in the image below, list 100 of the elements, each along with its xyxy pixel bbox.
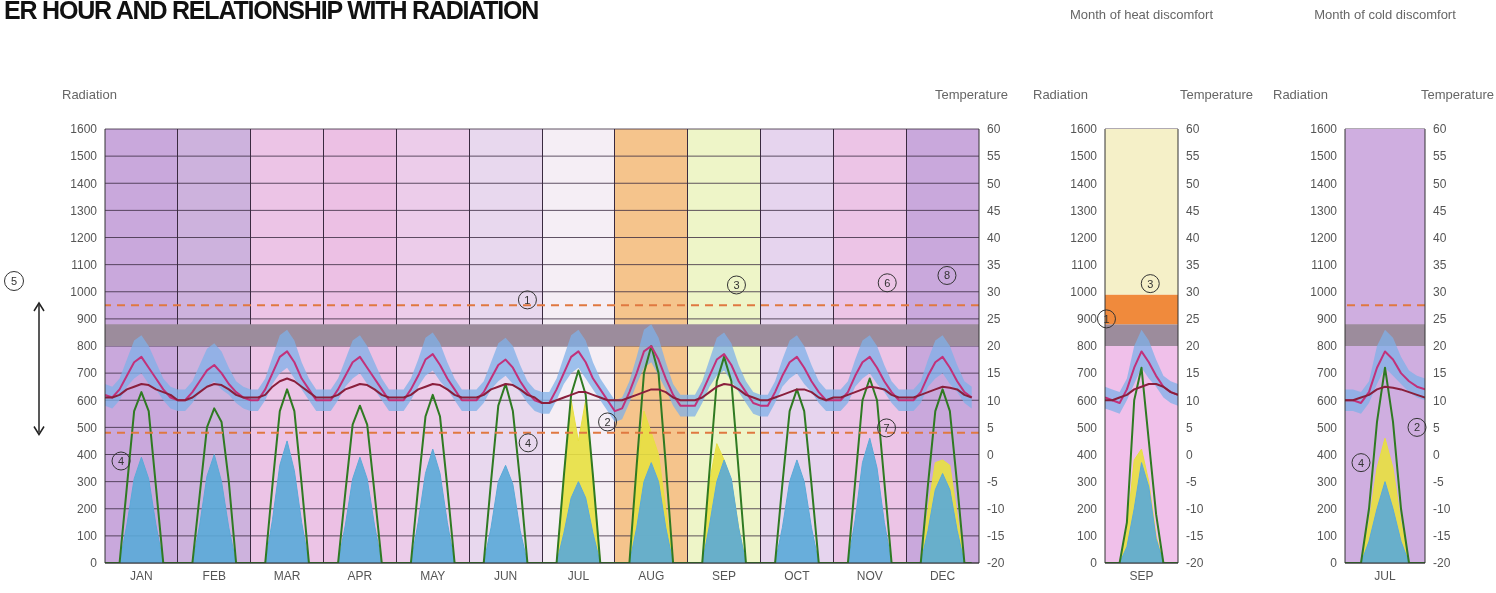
y2-tick-label: 0 [1186,447,1193,462]
y2-tick-label: 45 [1433,203,1447,218]
y-tick-label: 1600 [1070,122,1098,137]
y2-tick-label: 45 [1186,203,1200,218]
y2-tick-label: -5 [1433,474,1444,489]
y2-tick-label: 50 [987,176,1001,191]
y2-tick-label: 40 [1433,230,1447,245]
x-tick-label: NOV [856,568,883,583]
y2-tick-label: 15 [1186,366,1200,381]
y-tick-label: 800 [1076,339,1098,354]
y2-tick-label: 60 [1433,122,1447,137]
y2-tick-label: -5 [987,474,998,489]
y2-tick-label: 50 [1186,176,1200,191]
y2-tick-label: 60 [987,122,1001,137]
x-tick-label: FEB [202,568,226,583]
y-tick-label: 700 [76,366,98,381]
y2-tick-label: 30 [987,285,1001,300]
x-tick-label: SEP [712,568,737,583]
annotation: 4 [1357,456,1365,469]
x-tick-label: OCT [784,568,811,583]
y2-tick-label: 55 [1186,149,1200,164]
annotation: 1 [1103,312,1110,325]
y2-tick-label: 55 [1433,149,1447,164]
y2-tick-label: 40 [987,230,1001,245]
y2-tick-label: -5 [1186,474,1197,489]
y-tick-label: 0 [1330,556,1338,571]
y2-tick-label: 0 [1433,447,1440,462]
y-tick-label: 400 [76,447,98,462]
y2-tick-label: 45 [987,203,1001,218]
y-tick-label: 100 [1076,529,1098,544]
y2-tick-label: 25 [1433,312,1447,327]
annotation: 7 [883,421,890,434]
y2-tick-label: -10 [1433,502,1451,517]
x-tick-label: SEP [1129,568,1154,583]
y-tick-label: 1100 [71,257,98,272]
y2-tick-label: -10 [1186,502,1204,517]
y2-tick-label: 40 [1186,230,1200,245]
chart-title: ER HOUR AND RELATIONSHIP WITH RADIATION [4,0,539,25]
y-tick-label: 1500 [70,149,98,164]
annotation: 4 [117,454,125,467]
x-tick-label: AUG [638,568,665,583]
y2-tick-label: -20 [987,556,1005,571]
y-tick-label: 200 [76,502,98,517]
y-tick-label: 1400 [70,176,98,191]
y2-tick-label: 35 [987,257,1001,272]
y-tick-label: 800 [1316,339,1338,354]
y2-axis-title: Temperature [1421,87,1494,102]
y-tick-label: 900 [1316,312,1338,327]
y-tick-label: 100 [1316,529,1338,544]
y-tick-label: 600 [1076,393,1098,408]
y2-tick-label: 15 [987,366,1001,381]
x-tick-label: MAR [273,568,301,583]
y2-tick-label: -15 [1433,529,1451,544]
y-tick-label: 300 [1316,474,1338,489]
y-tick-label: 100 [76,529,98,544]
y2-tick-label: 15 [1433,366,1447,381]
x-tick-label: JUL [567,568,590,583]
y-tick-label: 600 [1316,393,1338,408]
y-tick-label: 700 [1076,366,1098,381]
y-tick-label: 1600 [1310,122,1338,137]
x-tick-label: JUL [1374,568,1396,583]
y2-tick-label: -20 [1433,556,1451,571]
y-tick-label: 1500 [1070,149,1098,164]
y-axis-title: Radiation [62,87,117,102]
y-tick-label: 0 [1090,556,1098,571]
y2-tick-label: 20 [1433,339,1447,354]
y-tick-label: 1100 [1311,257,1338,272]
y2-tick-label: 5 [1433,420,1440,435]
annotation: 3 [1147,277,1154,290]
y-axis-title: Radiation [1033,87,1088,102]
y2-axis-title: Temperature [1180,87,1253,102]
y-tick-label: 500 [1316,420,1338,435]
y2-tick-label: 10 [987,393,1001,408]
x-tick-label: APR [347,568,373,583]
y2-tick-label: 20 [1186,339,1200,354]
y2-tick-label: 5 [1186,420,1193,435]
y2-tick-label: 0 [987,447,994,462]
y-tick-label: 1300 [1310,203,1338,218]
y2-tick-label: 25 [987,312,1001,327]
y-tick-label: 1500 [1310,149,1338,164]
annotation: 6 [884,276,891,289]
y-tick-label: 1000 [1070,285,1098,300]
chart-title: Month of heat discomfort [1068,6,1215,23]
y2-tick-label: -10 [987,502,1005,517]
y2-tick-label: 55 [987,149,1001,164]
x-tick-label: JAN [130,568,153,583]
y2-tick-label: 20 [987,339,1001,354]
y2-axis-title: Temperature [935,87,1008,102]
y-tick-label: 1300 [1070,203,1098,218]
y-tick-label: 500 [1076,420,1098,435]
annotation: 3 [733,278,740,291]
annotation: 8 [943,269,951,282]
y2-tick-label: 35 [1433,257,1447,272]
y-tick-label: 800 [76,339,98,354]
y2-tick-label: 35 [1186,257,1200,272]
y-tick-label: 200 [1316,502,1338,517]
y-tick-label: 500 [76,420,98,435]
y-tick-label: 1200 [1310,230,1338,245]
annotation: 1 [524,293,531,306]
y2-tick-label: 50 [1433,176,1447,191]
